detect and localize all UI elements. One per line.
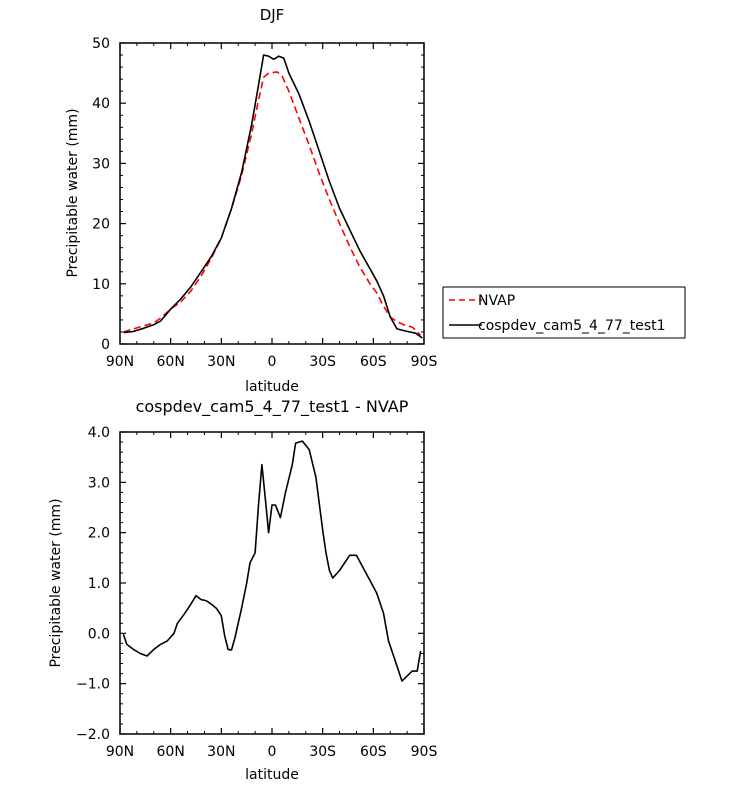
x-axis-label: latitude (245, 379, 299, 395)
y-tick-label: −1.0 (76, 677, 110, 693)
panel-title: cospdev_cam5_4_77_test1 - NVAP (136, 397, 409, 417)
y-tick-label: 1.0 (88, 576, 110, 592)
y-tick-label: 50 (92, 36, 110, 52)
x-tick-label: 60N (157, 744, 185, 760)
x-tick-label: 30S (309, 744, 336, 760)
x-tick-label: 90N (106, 744, 134, 760)
axis-ticks (119, 42, 425, 345)
axis-ticks (119, 431, 425, 735)
x-tick-label: 30N (207, 354, 235, 370)
y-tick-label: 4.0 (88, 425, 110, 441)
x-tick-label: 0 (268, 744, 277, 760)
y-tick-label: 10 (92, 277, 110, 293)
x-tick-label: 0 (268, 354, 277, 370)
x-tick-label: 90S (411, 354, 438, 370)
x-tick-label: 60S (360, 354, 387, 370)
x-tick-label: 30S (309, 354, 336, 370)
series-group (122, 440, 422, 682)
panel-title: DJF (260, 6, 285, 24)
x-tick-label: 90N (106, 354, 134, 370)
series-line-nvap (123, 71, 422, 336)
y-tick-label: 0.0 (88, 626, 110, 642)
djf-panel: DJF Precipitable water (mm) latitude 90N… (65, 6, 686, 395)
x-tick-label: 90S (411, 744, 438, 760)
legend-label-model: cospdev_cam5_4_77_test1 (478, 318, 666, 334)
series-line-cospdev-cam5-4-77-test1 (123, 54, 423, 339)
tick-labels: 90N 60N 30N 0 30S 60S 90S −2.0 −1.0 0.0 1.0 2.0 3.0 4… (76, 425, 437, 760)
difference-panel: cospdev_cam5_4_77_test1 - NVAP Precipita… (48, 397, 437, 783)
y-tick-label: 40 (92, 96, 110, 112)
y-axis-label: Precipitable water (mm) (48, 498, 64, 667)
plot-frame (119, 42, 425, 345)
series-group (123, 54, 423, 339)
y-tick-label: 2.0 (88, 526, 110, 542)
legend-label-nvap: NVAP (478, 293, 515, 309)
y-axis-label: Precipitable water (mm) (65, 108, 81, 277)
y-tick-label: 3.0 (88, 475, 110, 491)
tick-labels: 90N 60N 30N 0 30S 60S 90S 0 10 20 30 40 50 (92, 36, 437, 370)
legend-box (442, 286, 686, 339)
series-line-diff-0 (122, 440, 422, 682)
y-tick-label: −2.0 (76, 727, 110, 743)
y-tick-label: 0 (101, 337, 110, 353)
plot-frame (119, 431, 425, 735)
x-tick-label: 60S (360, 744, 387, 760)
x-axis-label: latitude (245, 767, 299, 783)
y-tick-label: 30 (92, 156, 110, 172)
x-tick-label: 60N (157, 354, 185, 370)
x-tick-label: 30N (207, 744, 235, 760)
legend: NVAP cospdev_cam5_4_77_test1 (442, 286, 686, 339)
y-tick-label: 20 (92, 217, 110, 233)
